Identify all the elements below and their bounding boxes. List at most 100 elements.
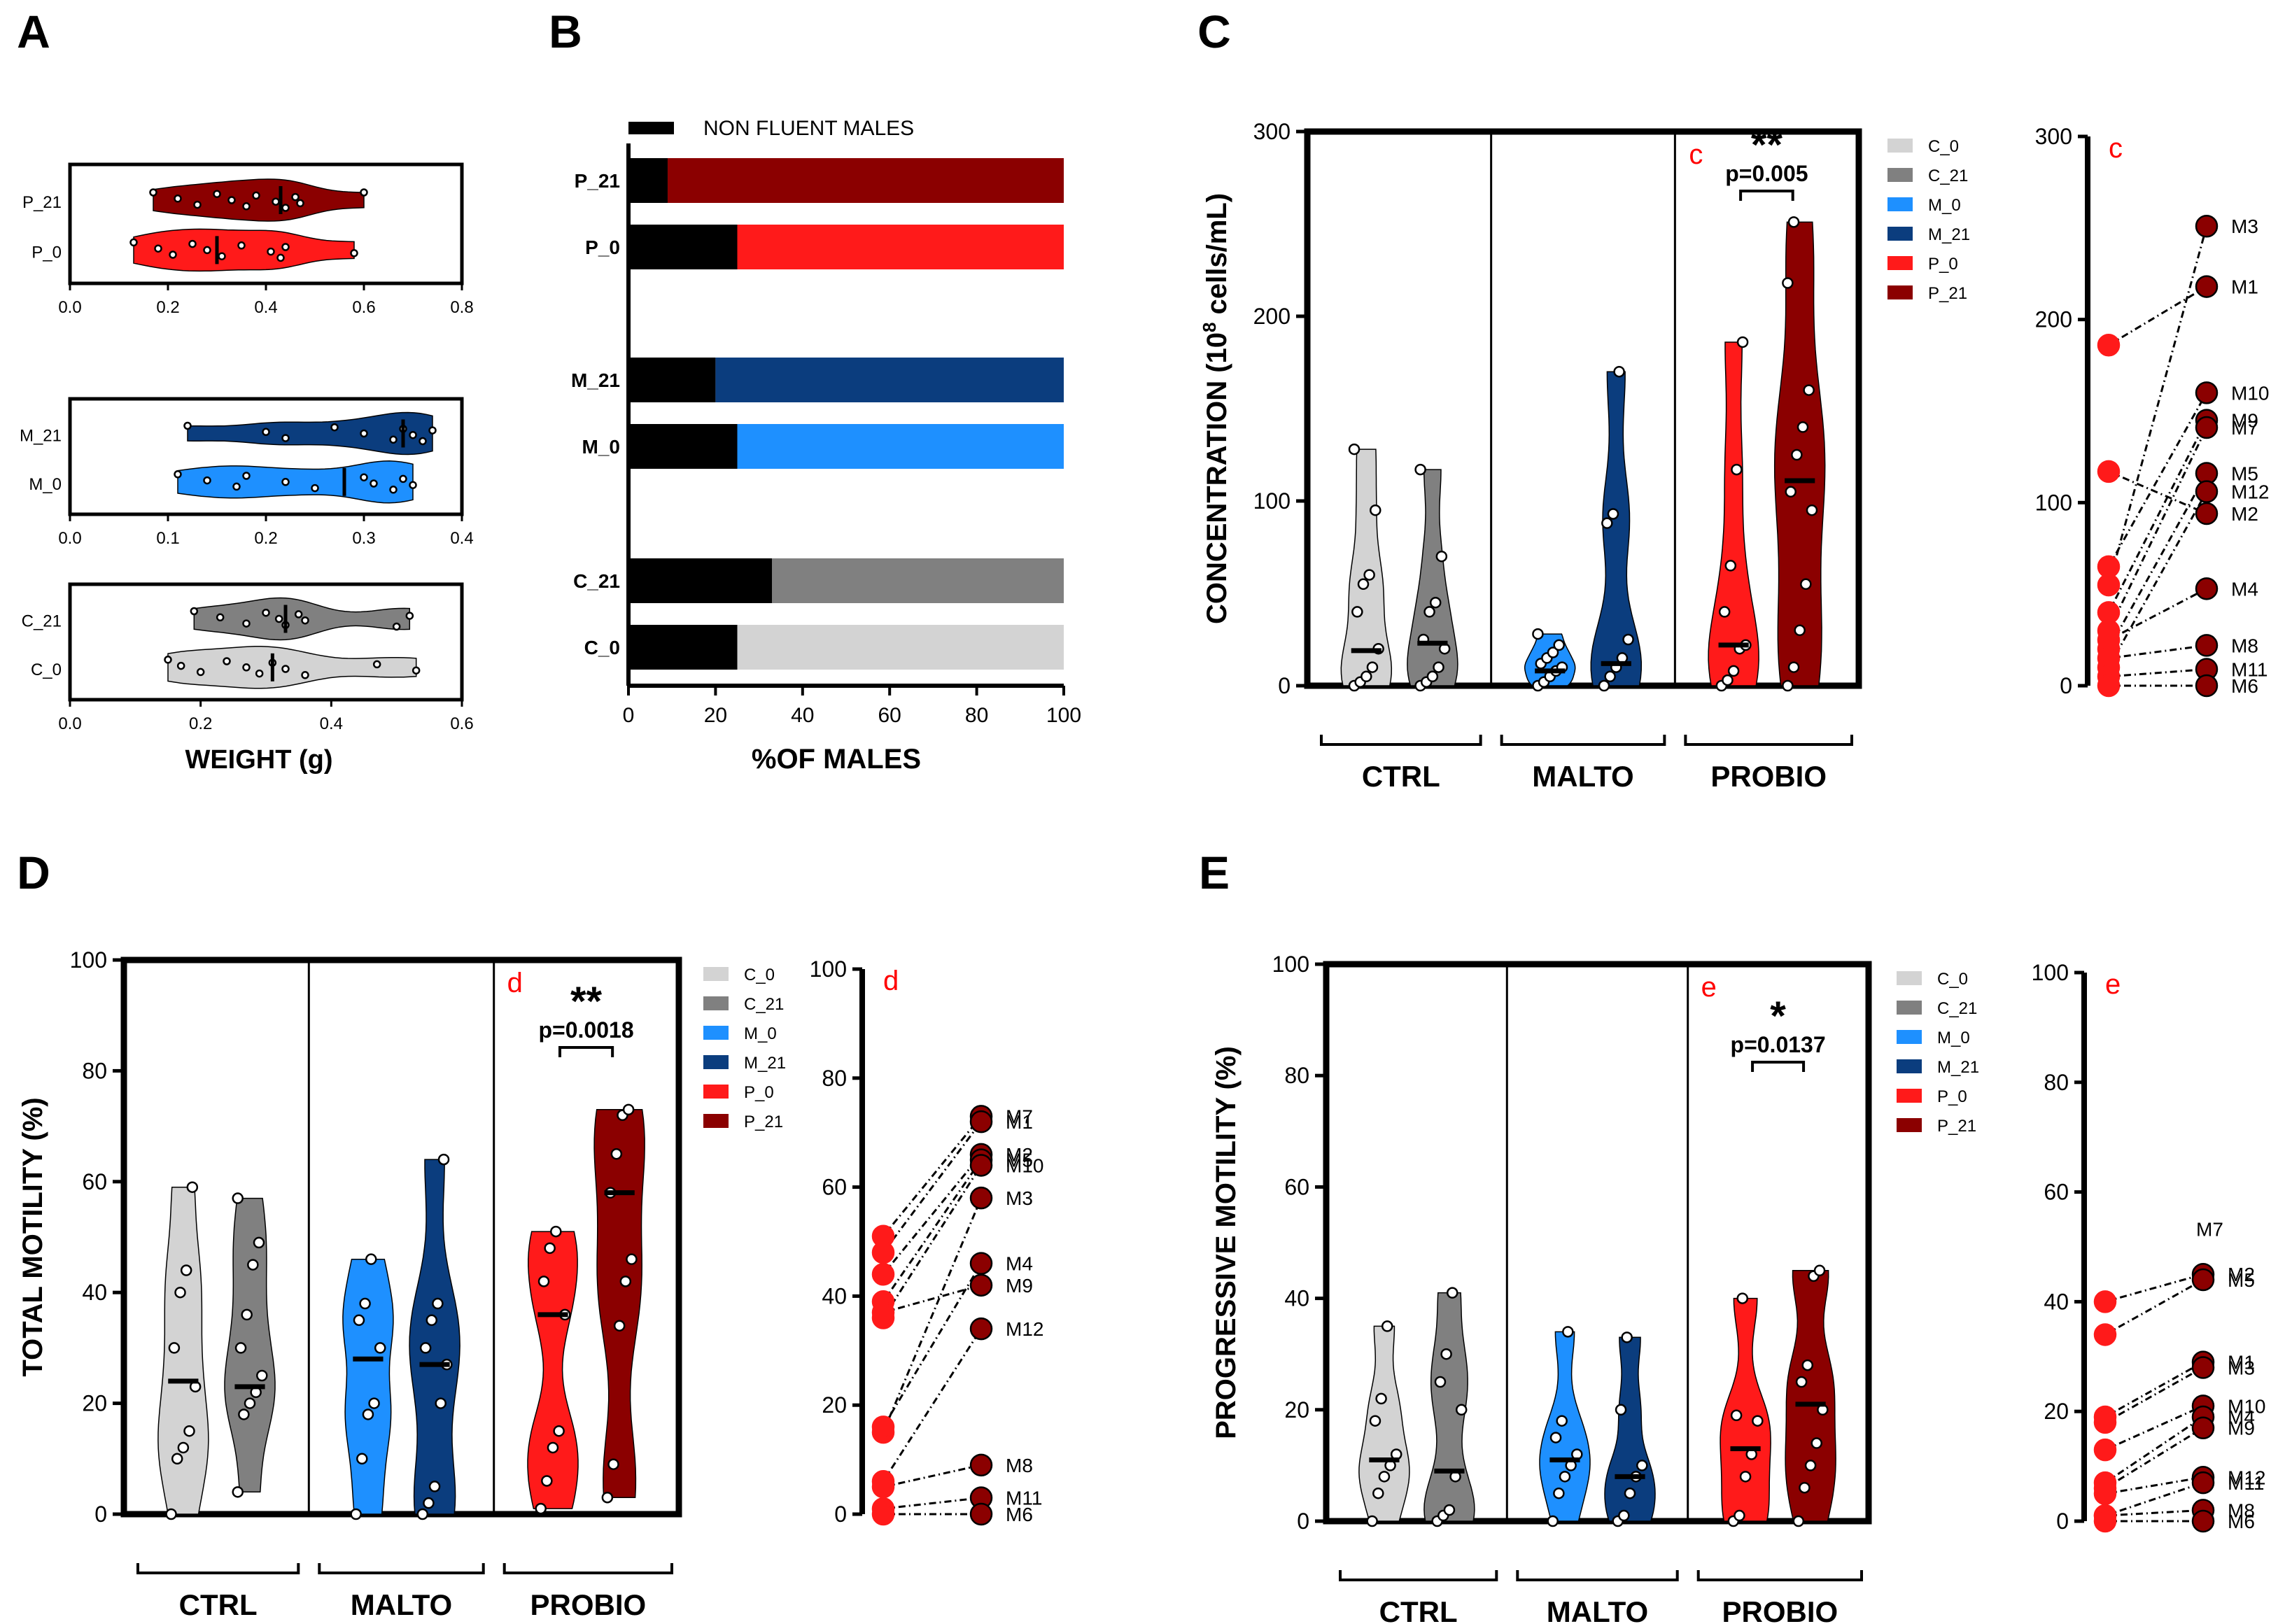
- data-point: [359, 1297, 371, 1310]
- bar-fluent: [737, 225, 1064, 269]
- paired-label: M10: [2228, 1395, 2265, 1417]
- paired-line: [2108, 644, 2207, 660]
- paired-y-tick-label: 0: [834, 1502, 847, 1527]
- x-tick-label: 0.2: [156, 298, 179, 317]
- data-point: [174, 195, 182, 203]
- data-point: [168, 1342, 181, 1354]
- paired-label: M2: [2231, 503, 2258, 525]
- paired-label: M9: [1006, 1275, 1033, 1297]
- paired-label: M9: [2228, 1418, 2255, 1439]
- x-tick-label: 80: [965, 704, 988, 727]
- paired-line: [2104, 1481, 2204, 1517]
- y-axis-title-text: PROGRESSIVE MOTILITY (%): [1211, 1046, 1242, 1439]
- weight-subplot-c: C_21 C_0 0.0 0.2 0.4 0.6: [22, 582, 474, 733]
- violin-m_0: [342, 1258, 394, 1515]
- paired-label: M7: [1006, 1106, 1033, 1127]
- paired-label: M1: [2228, 1352, 2255, 1374]
- data-point: [180, 1264, 192, 1276]
- data-point: [237, 241, 246, 250]
- data-point: [416, 1508, 429, 1520]
- violin-c_21: [224, 1197, 276, 1493]
- paired-point-day21: [2195, 275, 2219, 298]
- data-point: [356, 1453, 368, 1465]
- data-point: [242, 663, 251, 672]
- legend-label: P_21: [1937, 1117, 1976, 1136]
- data-point: [1435, 550, 1448, 563]
- y-tick-label: 0: [1297, 1509, 1309, 1534]
- p-value-label: p=0.0137: [1731, 1032, 1826, 1057]
- paired-label: M3: [2228, 1357, 2255, 1378]
- paired-line: [882, 1262, 983, 1428]
- y-axis-title: CONCENTRATION (108 cells/mL): [1199, 193, 1232, 624]
- legend-swatch-p_0: [703, 1085, 729, 1099]
- paired-point-day0: [871, 1301, 895, 1325]
- panel-letter-c: C: [1197, 6, 1231, 57]
- y-tick-label: 100: [1272, 952, 1309, 977]
- paired-line: [2108, 587, 2207, 641]
- legend-swatch-m_0: [1897, 1030, 1922, 1044]
- data-point: [267, 247, 275, 256]
- paired-y-tick-label: 20: [822, 1392, 847, 1418]
- data-point: [619, 1276, 632, 1287]
- group-label: MALTO: [1547, 1595, 1648, 1624]
- paired-point-day21: [969, 1110, 993, 1134]
- data-point: [1366, 661, 1379, 673]
- violin-m_21: [187, 411, 433, 456]
- legend-swatch-c_21: [703, 996, 729, 1010]
- paired-line: [2107, 490, 2208, 668]
- paired-sub-letter: e: [2105, 969, 2121, 1000]
- group-label: MALTO: [1532, 760, 1633, 793]
- data-point: [435, 1397, 447, 1409]
- paired-line: [2108, 668, 2207, 678]
- paired-point-day21: [969, 1502, 993, 1526]
- data-point: [1803, 384, 1815, 396]
- paired-line: [2104, 1278, 2204, 1336]
- data-point: [186, 1181, 199, 1193]
- p-value-label: p=0.0018: [539, 1017, 634, 1043]
- data-point: [362, 1408, 374, 1420]
- paired-y-tick-label: 0: [2060, 673, 2072, 698]
- data-point: [389, 435, 398, 444]
- paired-y-tick-label: 80: [822, 1066, 847, 1091]
- data-point: [1801, 1359, 1814, 1371]
- p-value-label: p=0.005: [1725, 161, 1808, 186]
- paired-label: M12: [2231, 481, 2269, 503]
- x-axis-title: WEIGHT (g): [185, 745, 332, 775]
- significance-stars: **: [570, 979, 603, 1024]
- data-point: [1730, 1409, 1743, 1422]
- data-point: [1434, 1376, 1447, 1388]
- paired-label: M5: [2231, 463, 2258, 484]
- bar-non-fluent: [628, 158, 668, 203]
- data-point: [1549, 1432, 1562, 1443]
- x-tick-label: 0.4: [450, 529, 473, 548]
- legend-label: P_0: [1937, 1087, 1967, 1106]
- category-label: M_21: [571, 369, 620, 391]
- group-bracket: [1339, 1570, 1498, 1581]
- x-tick-label: 0.1: [156, 529, 179, 548]
- legend-label: M_0: [1928, 196, 1961, 215]
- data-point: [301, 671, 309, 679]
- violin-m_0: [1539, 1331, 1591, 1522]
- violin-p_0: [133, 228, 355, 272]
- x-tick-label: 100: [1046, 704, 1081, 727]
- data-point: [392, 622, 401, 631]
- data-point: [238, 1408, 250, 1420]
- legend-swatch-c_21: [1897, 1001, 1922, 1015]
- data-point: [272, 197, 280, 206]
- data-point: [1722, 674, 1734, 686]
- paired-line: [883, 1464, 982, 1488]
- paired-label: M7: [2231, 417, 2258, 439]
- data-point: [1615, 1404, 1627, 1416]
- paired-point-day0: [2093, 1509, 2117, 1533]
- group-label-p_21: P_21: [22, 193, 62, 212]
- group-bracket: [136, 1563, 300, 1574]
- x-tick-label: 0.8: [450, 298, 473, 317]
- panel-a-weight-violins: P_21 P_0 0.0 0.2 0.4 0.6 0.8 M_21 M_0 0.0 0.1 0.2 0.…: [20, 162, 474, 775]
- paired-point-day0: [2097, 460, 2121, 483]
- paired-label: M1: [2231, 276, 2258, 298]
- paired-point-day0: [871, 1475, 895, 1499]
- paired-y-tick-label: 100: [810, 956, 847, 982]
- paired-point-day21: [2195, 577, 2219, 600]
